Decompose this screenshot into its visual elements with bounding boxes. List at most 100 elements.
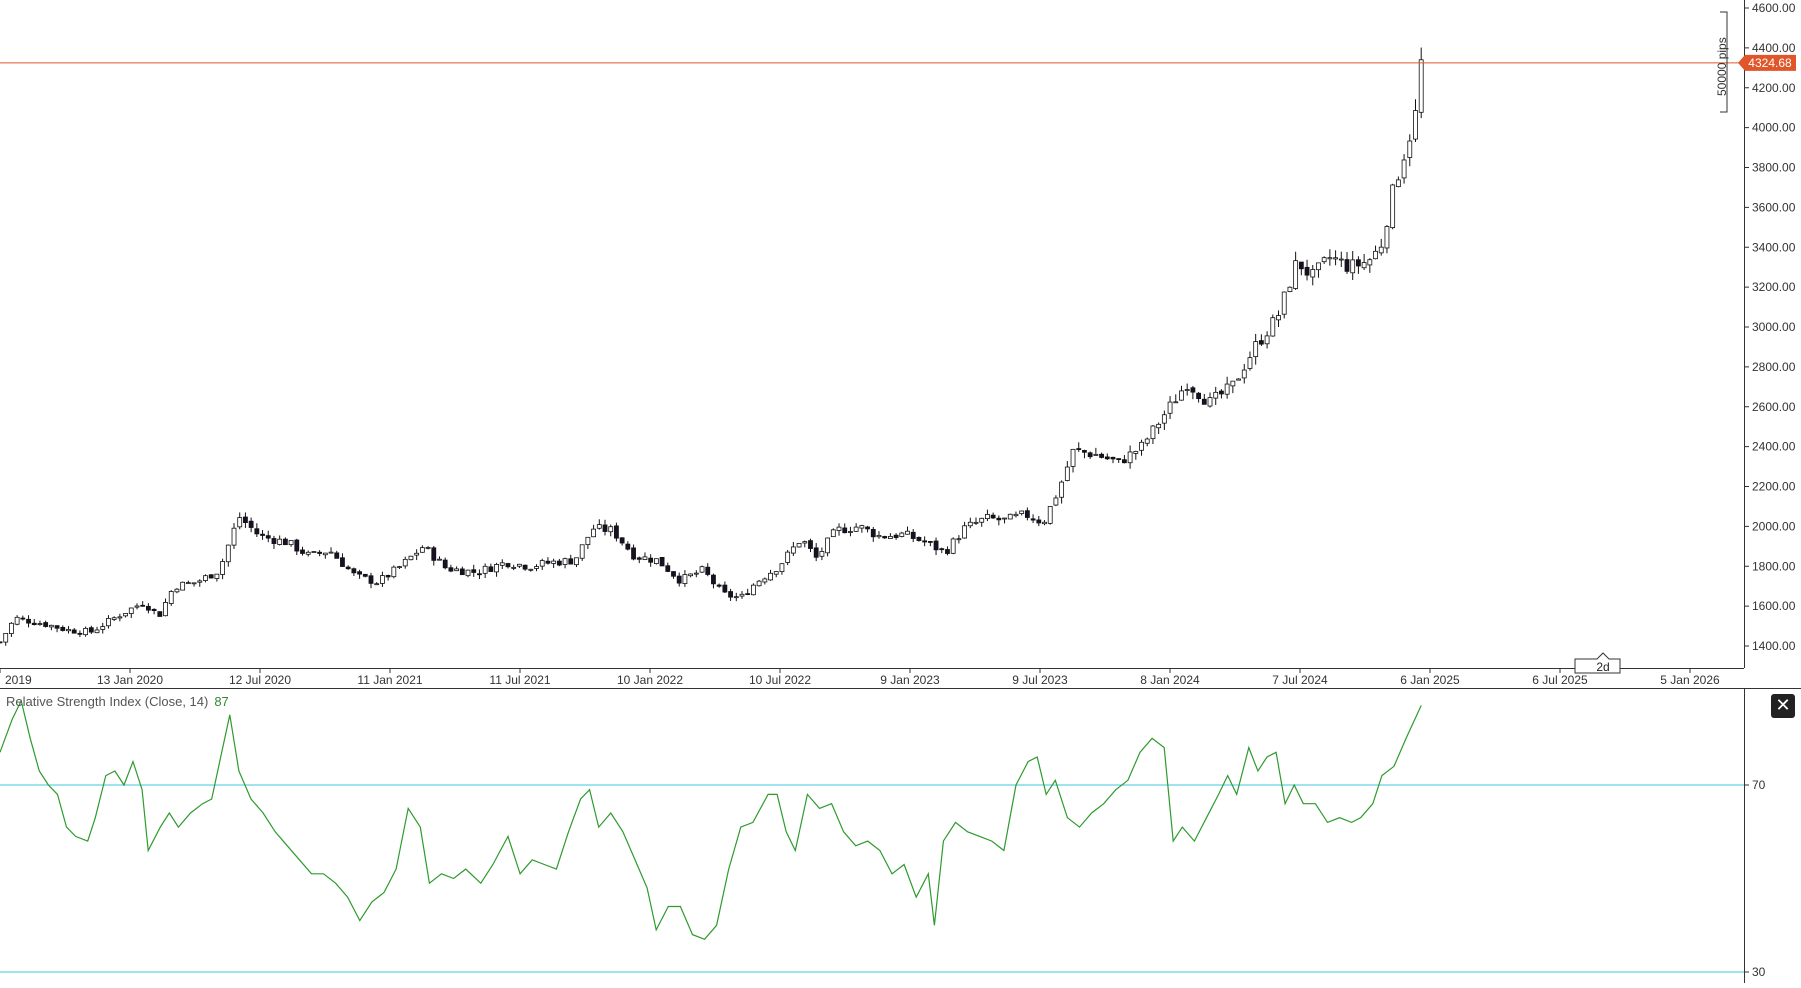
y-tick-label: 1800.00 [1752, 559, 1796, 573]
rsi-panel[interactable]: 70 30 [0, 699, 1766, 979]
candle [1144, 437, 1150, 447]
candle [48, 624, 54, 631]
candle-body [682, 574, 688, 584]
candle [340, 553, 345, 567]
candle-body [751, 584, 756, 596]
candle-body [1219, 390, 1224, 395]
candle [865, 525, 870, 533]
candle-body [876, 534, 882, 538]
candle [1344, 252, 1350, 274]
timeframe-box[interactable] [1574, 652, 1621, 674]
candle-body [368, 575, 374, 584]
candle [1287, 286, 1293, 293]
candle-body [1293, 260, 1299, 289]
candle-body [1036, 519, 1042, 524]
candle-body [305, 551, 311, 555]
candle [1361, 254, 1367, 271]
candle-body [676, 575, 682, 584]
candle [996, 515, 1002, 526]
candle [848, 526, 853, 537]
candle [899, 531, 905, 538]
candle [311, 551, 317, 553]
candle [408, 555, 414, 561]
candle [180, 581, 186, 591]
candle-body [1384, 226, 1390, 249]
candle-body [522, 564, 528, 570]
candle-body [1099, 453, 1104, 458]
candle [545, 557, 551, 565]
candle-body [71, 629, 77, 634]
candle-body [996, 517, 1002, 521]
candle-body [20, 617, 26, 620]
candle-body [334, 552, 340, 559]
candle [288, 540, 294, 547]
candle [374, 582, 380, 586]
candle [1064, 460, 1070, 482]
candle-body [1093, 453, 1099, 456]
candle [562, 557, 568, 569]
candle [1127, 445, 1133, 469]
time-x-ticks: 2019 13 Jan 2020 12 Jul 2020 11 Jan 2021 11 … [0, 668, 1720, 687]
candle [397, 565, 402, 569]
candle [94, 626, 100, 634]
x-tick-label: 2019 [5, 673, 32, 687]
candle-body [328, 551, 334, 554]
candle [88, 625, 94, 634]
candle [511, 564, 517, 571]
candle [642, 552, 648, 561]
candle [271, 535, 277, 550]
candle-body [494, 564, 499, 573]
candle [300, 546, 305, 556]
candle [20, 615, 26, 621]
candle-body [380, 575, 385, 584]
candle [499, 559, 505, 570]
candle-body [927, 541, 933, 543]
candle [191, 582, 197, 587]
candle-body [1367, 259, 1373, 266]
candle-body [551, 560, 557, 564]
candle-body [596, 524, 602, 529]
candle [106, 615, 111, 629]
timeframe-marker[interactable]: 2d [1574, 652, 1621, 674]
candle-body [151, 608, 157, 612]
price-panel[interactable] [0, 47, 1424, 646]
candle-body [1116, 458, 1122, 460]
candle [1304, 259, 1310, 281]
candle-body [819, 551, 825, 557]
candle [1007, 513, 1013, 520]
candle-body [254, 528, 260, 535]
candle [203, 574, 208, 583]
rsi-close-button[interactable]: ✕ [1771, 694, 1795, 718]
candle [773, 571, 779, 578]
candle-body [1407, 140, 1413, 158]
candle-body [945, 549, 950, 554]
candle [802, 540, 808, 548]
candle-body [939, 548, 945, 551]
candle [145, 603, 151, 614]
candle [1013, 511, 1019, 518]
candle-body [3, 632, 9, 643]
candle-body [528, 568, 534, 571]
candle-body [887, 536, 893, 539]
candle [910, 529, 916, 543]
candle [1281, 291, 1287, 319]
y-tick-label: 2000.00 [1752, 519, 1796, 533]
candle [916, 536, 922, 542]
candle-body [534, 566, 539, 569]
candle-body [1007, 513, 1013, 520]
candle-body [756, 580, 762, 587]
candle-body [1110, 456, 1116, 460]
candle-body [1270, 317, 1276, 337]
candle [819, 547, 825, 561]
candle-body [294, 539, 300, 552]
timeframe-label: 2d [1596, 660, 1609, 674]
candle-body [545, 560, 551, 564]
y-tick-label: 2200.00 [1752, 480, 1796, 494]
candle-body [1298, 261, 1304, 270]
candle-body [956, 538, 962, 541]
candle-body [614, 525, 619, 539]
candle [836, 523, 842, 536]
y-tick-label: 3000.00 [1752, 320, 1796, 334]
candle-body [870, 529, 876, 538]
